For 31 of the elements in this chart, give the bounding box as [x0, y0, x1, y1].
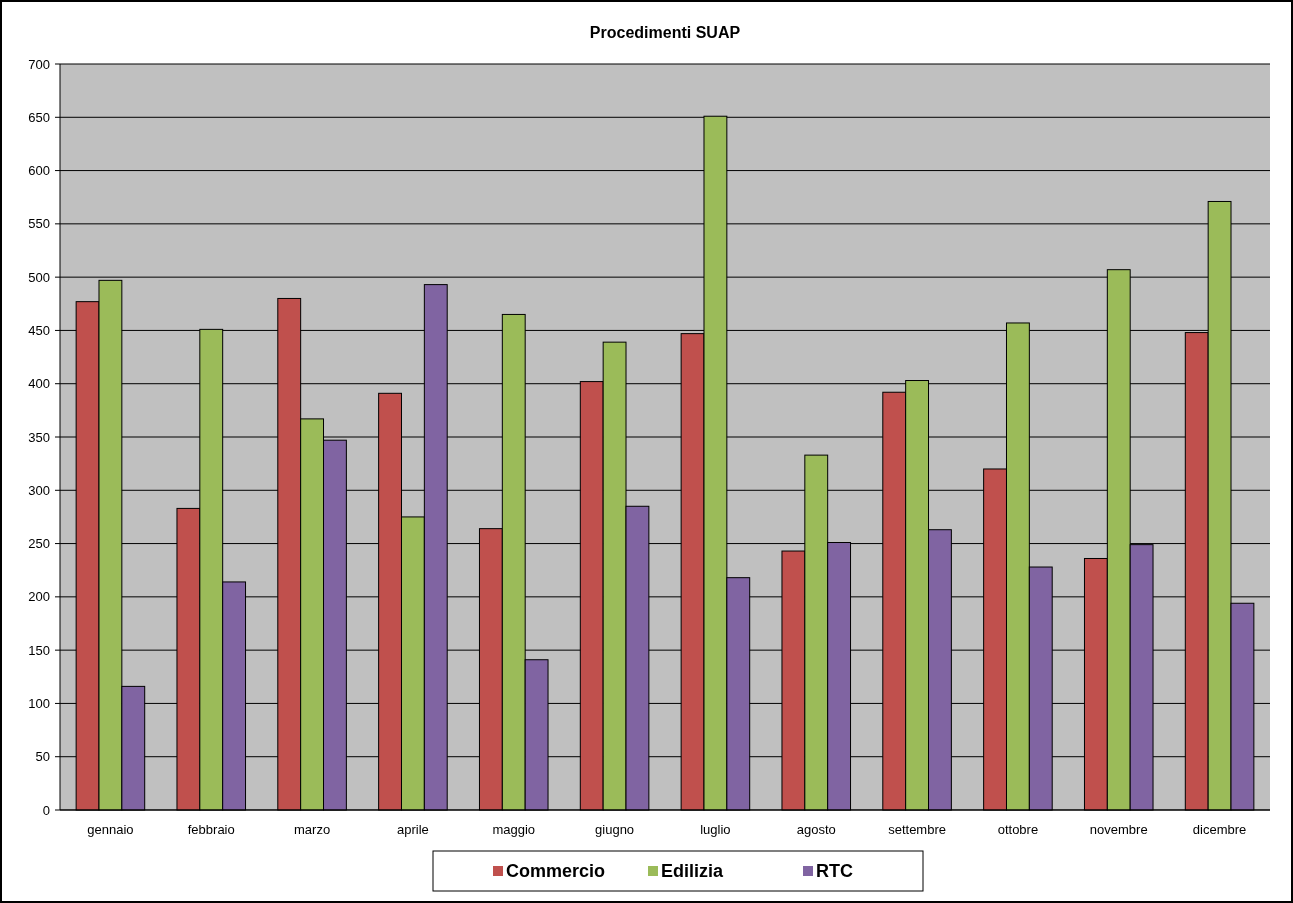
y-tick-label: 150: [28, 642, 50, 658]
legend-label: RTC: [816, 861, 853, 881]
x-tick-label: dicembre: [1192, 822, 1247, 837]
legend-label: Edilizia: [661, 861, 724, 881]
y-tick-label: 700: [28, 56, 50, 72]
x-tick-label: settembre: [888, 822, 946, 837]
x-tick-label: maggio: [492, 822, 536, 837]
x-tick-label: giugno: [595, 822, 635, 837]
chart-title: Procedimenti SUAP: [589, 24, 741, 41]
y-tick-label: 0: [42, 802, 50, 818]
y-tick-label: 450: [28, 322, 50, 338]
x-tick-label: aprile: [397, 822, 429, 837]
x-tick-label: ottobre: [997, 822, 1039, 837]
y-tick-label: 550: [28, 216, 50, 232]
y-tick-label: 100: [28, 695, 50, 711]
x-tick-label: marzo: [294, 822, 331, 837]
y-tick-label: 400: [28, 376, 50, 392]
y-tick-label: 300: [28, 482, 50, 498]
x-tick-label: luglio: [700, 822, 731, 837]
x-tick-label: gennaio: [87, 822, 134, 837]
y-tick-label: 650: [28, 109, 50, 125]
x-tick-label: febbraio: [187, 822, 235, 837]
y-tick-label: 200: [28, 589, 50, 605]
legend-label: Commercio: [506, 861, 606, 881]
y-tick-label: 600: [28, 163, 50, 179]
y-tick-label: 350: [28, 429, 50, 445]
x-tick-label: agosto: [796, 822, 836, 837]
y-tick-label: 500: [28, 269, 50, 285]
y-tick-label: 50: [35, 749, 50, 765]
x-tick-label: novembre: [1089, 822, 1148, 837]
y-tick-label: 250: [28, 536, 50, 552]
